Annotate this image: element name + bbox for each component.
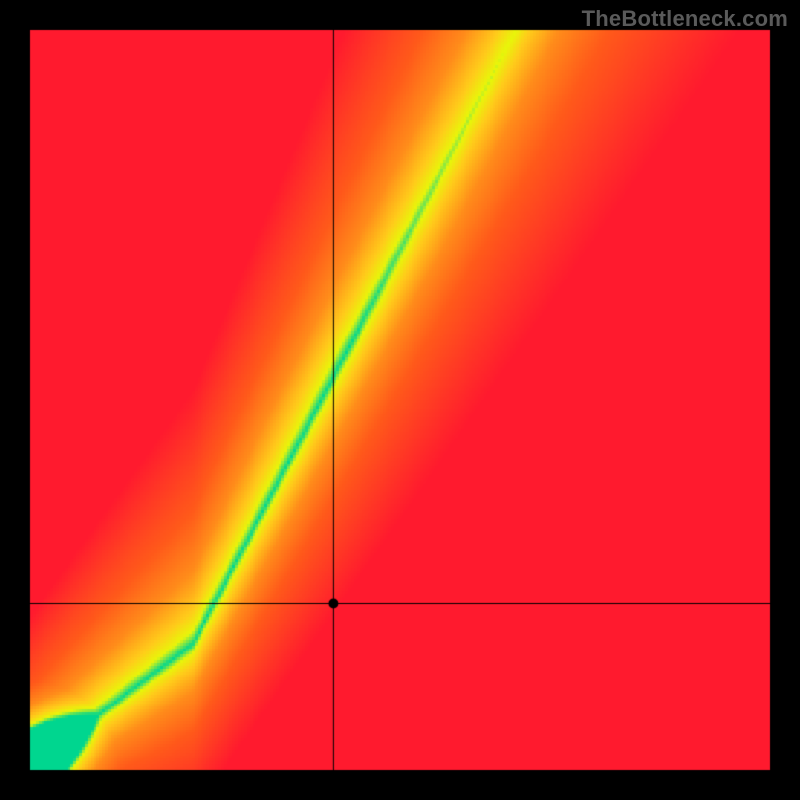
watermark-text: TheBottleneck.com <box>582 6 788 32</box>
chart-container: TheBottleneck.com <box>0 0 800 800</box>
bottleneck-heatmap-canvas <box>0 0 800 800</box>
